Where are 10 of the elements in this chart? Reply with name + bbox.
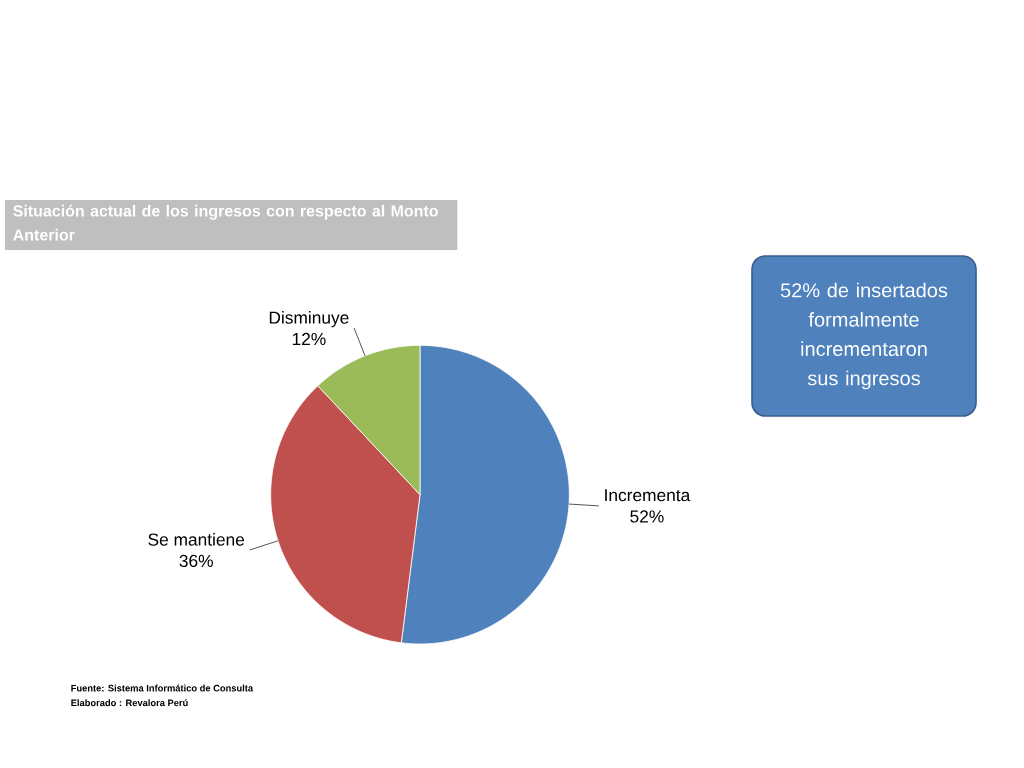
text: Elaborado : Revalora Perú [71, 699, 188, 707]
text: 52% de insertados formalmente incrementaron sus ingresos [780, 282, 948, 390]
slice-label: Incrementa [605, 489, 691, 502]
data-label: 12% [292, 332, 326, 346]
slice-label: Disminuye [269, 311, 349, 328]
source-note: Fuente: Sistema Informático de Consulta [71, 684, 254, 692]
data-label: 36% [179, 554, 213, 568]
slice-label: Se mantiene [148, 533, 245, 546]
data-label: 52% [630, 510, 664, 523]
chart-title: Situación actual de los ingresos con respecto al Monto Anterior [13, 204, 438, 241]
